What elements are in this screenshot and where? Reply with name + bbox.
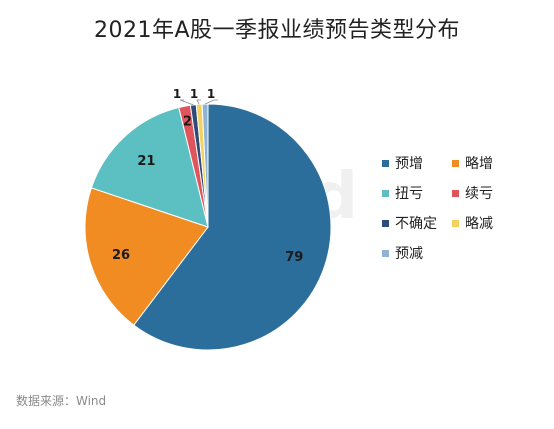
legend-label: 略增: [465, 156, 493, 172]
leader-line-7: [204, 99, 218, 105]
legend-item-5: 不确定: [382, 213, 450, 233]
legend-swatch: [382, 249, 389, 257]
leader-line-6: [196, 99, 201, 105]
legend-item-3: 扭亏: [382, 183, 450, 203]
legend-swatch: [382, 189, 389, 197]
data-source-note: 数据来源：Wind: [16, 394, 107, 408]
legend-label: 不确定: [395, 216, 437, 232]
pie-slice-1: [133, 103, 332, 351]
legend-swatch: [452, 189, 459, 197]
legend-item-7: 预减: [382, 243, 450, 263]
legend-item-6: 略减: [452, 213, 520, 233]
legend-item-2: 略增: [452, 153, 520, 173]
legend-label: 略减: [465, 216, 493, 232]
legend-swatch: [382, 219, 389, 227]
data-label-2: 26: [112, 248, 130, 263]
data-label-7: 1: [207, 87, 215, 101]
chart-title: 2021年A股一季报业绩预告类型分布: [93, 18, 461, 43]
legend-item-4: 续亏: [452, 183, 520, 203]
chart-legend: 预增 略增扭亏 续亏不确定 略减预减: [382, 148, 550, 268]
pie-slice-7: [201, 103, 209, 228]
data-label-3: 21: [137, 154, 155, 169]
data-label-6: 1: [190, 87, 198, 101]
legend-row: 不确定 略减: [382, 208, 550, 238]
pie-slice-3: [90, 106, 209, 228]
data-label-4: 2: [183, 115, 192, 130]
leader-line-5: [179, 99, 194, 106]
pie-slice-2: [84, 187, 209, 326]
legend-swatch: [382, 159, 389, 167]
legend-swatch: [452, 219, 459, 227]
legend-row: 预增 略增: [382, 148, 550, 178]
legend-label: 扭亏: [395, 186, 423, 202]
legend-label: 预增: [395, 156, 423, 172]
data-label-5: 1: [173, 87, 181, 101]
legend-label: 续亏: [465, 186, 493, 202]
legend-label: 预减: [395, 246, 423, 262]
legend-item-1: 预增: [382, 153, 450, 173]
data-label-1: 79: [285, 250, 303, 265]
legend-row: 预减: [382, 238, 550, 268]
legend-swatch: [452, 159, 459, 167]
legend-row: 扭亏 续亏: [382, 178, 550, 208]
